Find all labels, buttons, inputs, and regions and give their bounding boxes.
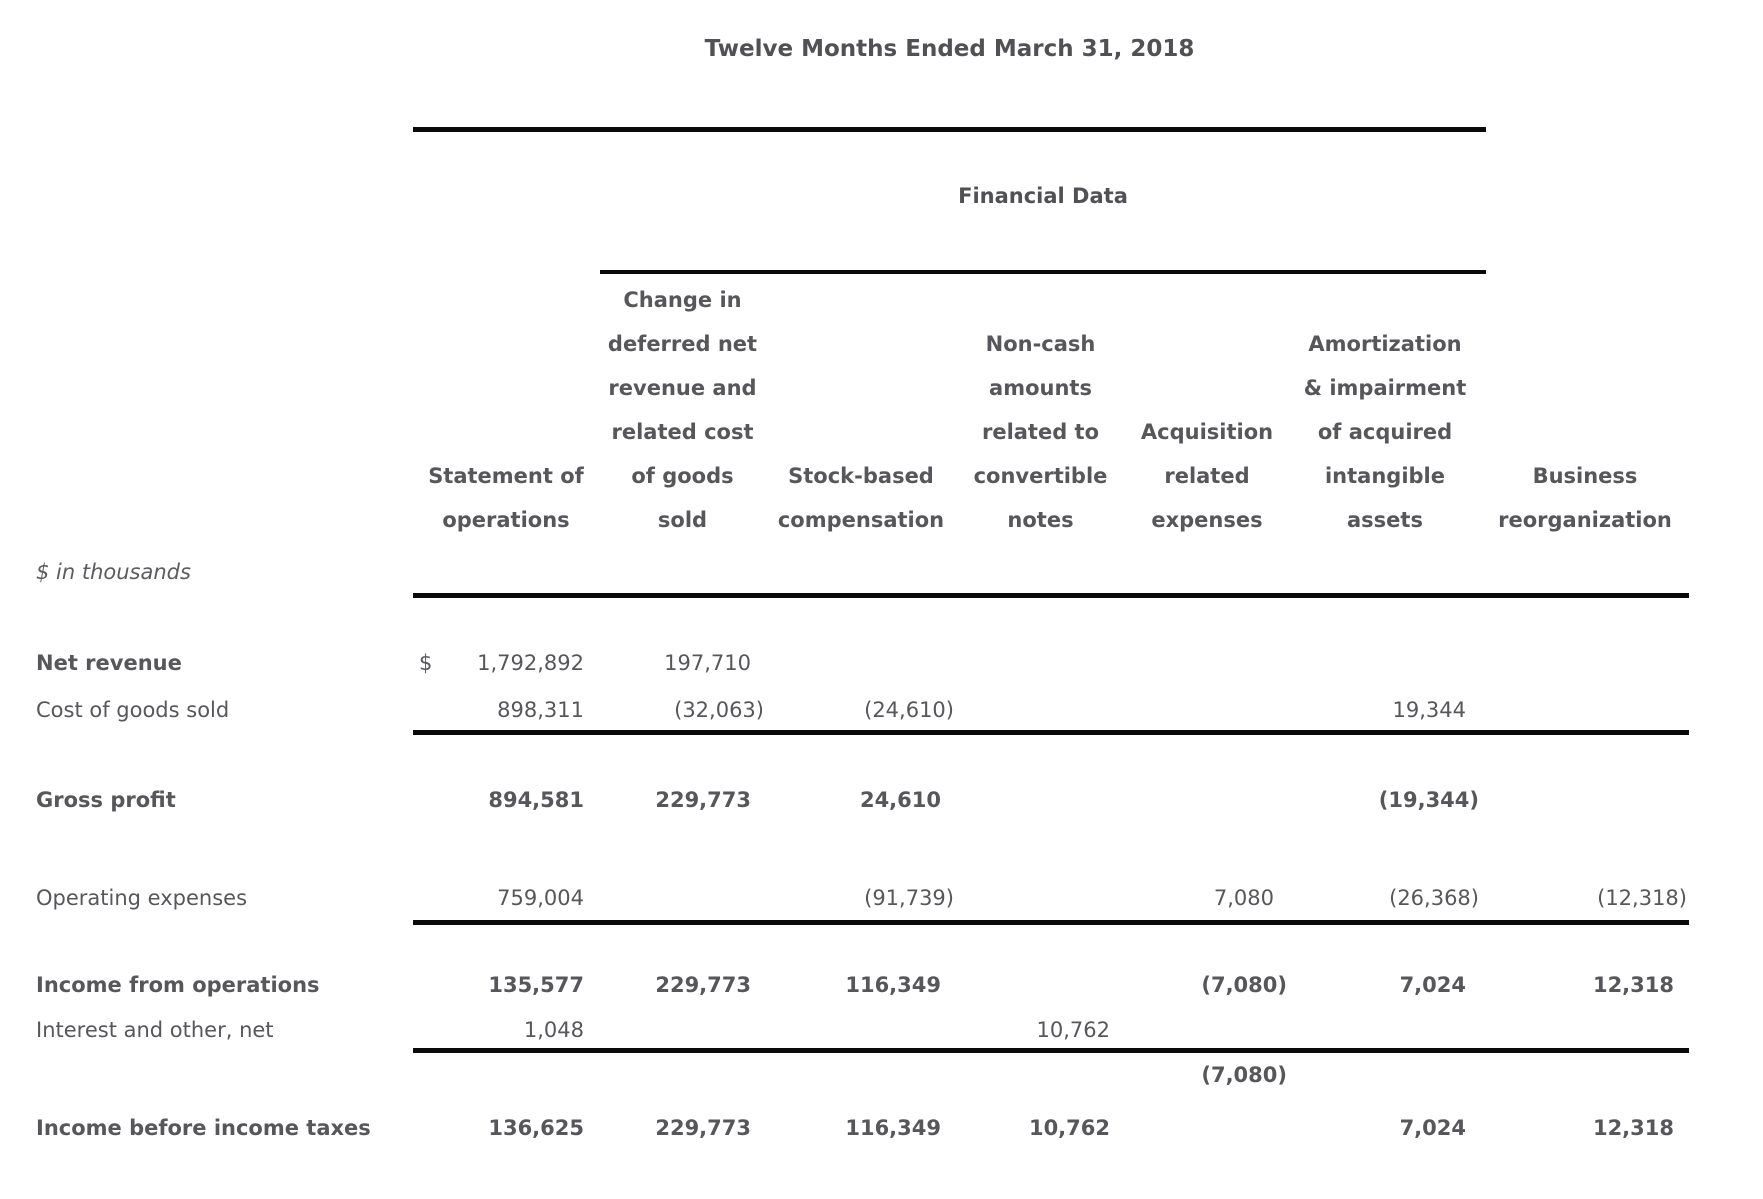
table-row: Operating expenses 759,004 (91,739) 7,080 (2… <box>0 882 1763 914</box>
row-label: Operating expenses <box>36 886 248 910</box>
table-row: Cost of goods sold 898,311 (32,063) (24,610… <box>0 694 1763 726</box>
group-underline-rule <box>600 270 1486 274</box>
column-header: Business reorganization <box>1498 464 1672 532</box>
column-header: Stock-based compensation <box>777 464 945 532</box>
cell-value: 10,762 <box>1028 1116 1110 1140</box>
cell-value: (12,318) <box>1597 886 1687 910</box>
cell-value: 197,710 <box>664 651 751 675</box>
cell-value: 229,773 <box>655 788 751 812</box>
opex-subtotal-rule <box>413 920 1689 925</box>
title-underline-rule <box>413 127 1486 132</box>
column-header: Non-cash amounts related to convertible … <box>973 332 1108 532</box>
cell-value: (7,080) <box>1201 973 1287 997</box>
cell-value: 229,773 <box>655 1116 751 1140</box>
table-row: Income before income taxes 136,625 229,773… <box>0 1112 1763 1144</box>
cell-value: 12,318 <box>1592 1116 1674 1140</box>
row-label: Gross profit <box>36 788 176 812</box>
cell-value: 116,349 <box>845 1116 941 1140</box>
header-bottom-rule <box>413 593 1689 598</box>
cell-value: 894,581 <box>488 788 584 812</box>
cell-number: 1,792,892 <box>477 651 584 675</box>
row-label: Net revenue <box>36 651 182 675</box>
table-row: Interest and other, net 1,048 10,762 <box>0 1014 1763 1046</box>
table-row: Income from operations 135,577 229,773 116,… <box>0 969 1763 1001</box>
column-header: Statement of operations <box>428 464 584 532</box>
cell-value: 7,080 <box>1213 886 1274 910</box>
cell-value: 1,048 <box>523 1018 584 1042</box>
row-label: Income from operations <box>36 973 320 997</box>
cell-value: 229,773 <box>655 973 751 997</box>
cell-value: 24,610 <box>859 788 941 812</box>
currency-symbol: $ <box>419 651 433 675</box>
unit-note: $ in thousands <box>36 560 191 584</box>
cell-value: (91,739) <box>864 886 954 910</box>
cell-value: (24,610) <box>864 698 954 722</box>
column-header-row: Statement of operations Change in deferre… <box>413 272 1689 542</box>
cell-value: 759,004 <box>497 886 584 910</box>
cell-value: $1,792,892 <box>413 647 599 679</box>
column-header: Acquisition related expenses <box>1140 420 1274 532</box>
table-row: Net revenue $1,792,892 197,710 <box>0 647 1763 679</box>
cell-value: (26,368) <box>1389 886 1479 910</box>
row-label: Interest and other, net <box>36 1018 274 1042</box>
cell-value: 19,344 <box>1392 698 1466 722</box>
row-label: Income before income taxes <box>36 1116 371 1140</box>
table-row: Gross profit 894,581 229,773 24,610 (19,344) <box>0 784 1763 816</box>
table-title: Twelve Months Ended March 31, 2018 <box>704 36 1195 62</box>
cell-value: 135,577 <box>488 973 584 997</box>
cell-value: (7,080) <box>1201 1063 1287 1087</box>
cell-value: 7,024 <box>1399 1116 1466 1140</box>
column-header: Amortization & impairment of acquired in… <box>1303 332 1467 532</box>
row-label: Cost of goods sold <box>36 698 230 722</box>
cell-value: 898,311 <box>497 698 584 722</box>
table-row: (7,080) <box>0 1059 1763 1091</box>
cell-value: 116,349 <box>845 973 941 997</box>
interest-subtotal-rule <box>413 1048 1689 1053</box>
cell-value: (19,344) <box>1378 788 1479 812</box>
cell-value: 12,318 <box>1592 973 1674 997</box>
cell-value: 136,625 <box>488 1116 584 1140</box>
financial-data-heading: Financial Data <box>958 184 1128 208</box>
cell-value: (32,063) <box>674 698 764 722</box>
cell-value: 10,762 <box>1036 1018 1110 1042</box>
cogs-subtotal-rule <box>413 730 1689 735</box>
cell-value: 7,024 <box>1399 973 1466 997</box>
column-header: Change in deferred net revenue and relat… <box>607 288 758 532</box>
